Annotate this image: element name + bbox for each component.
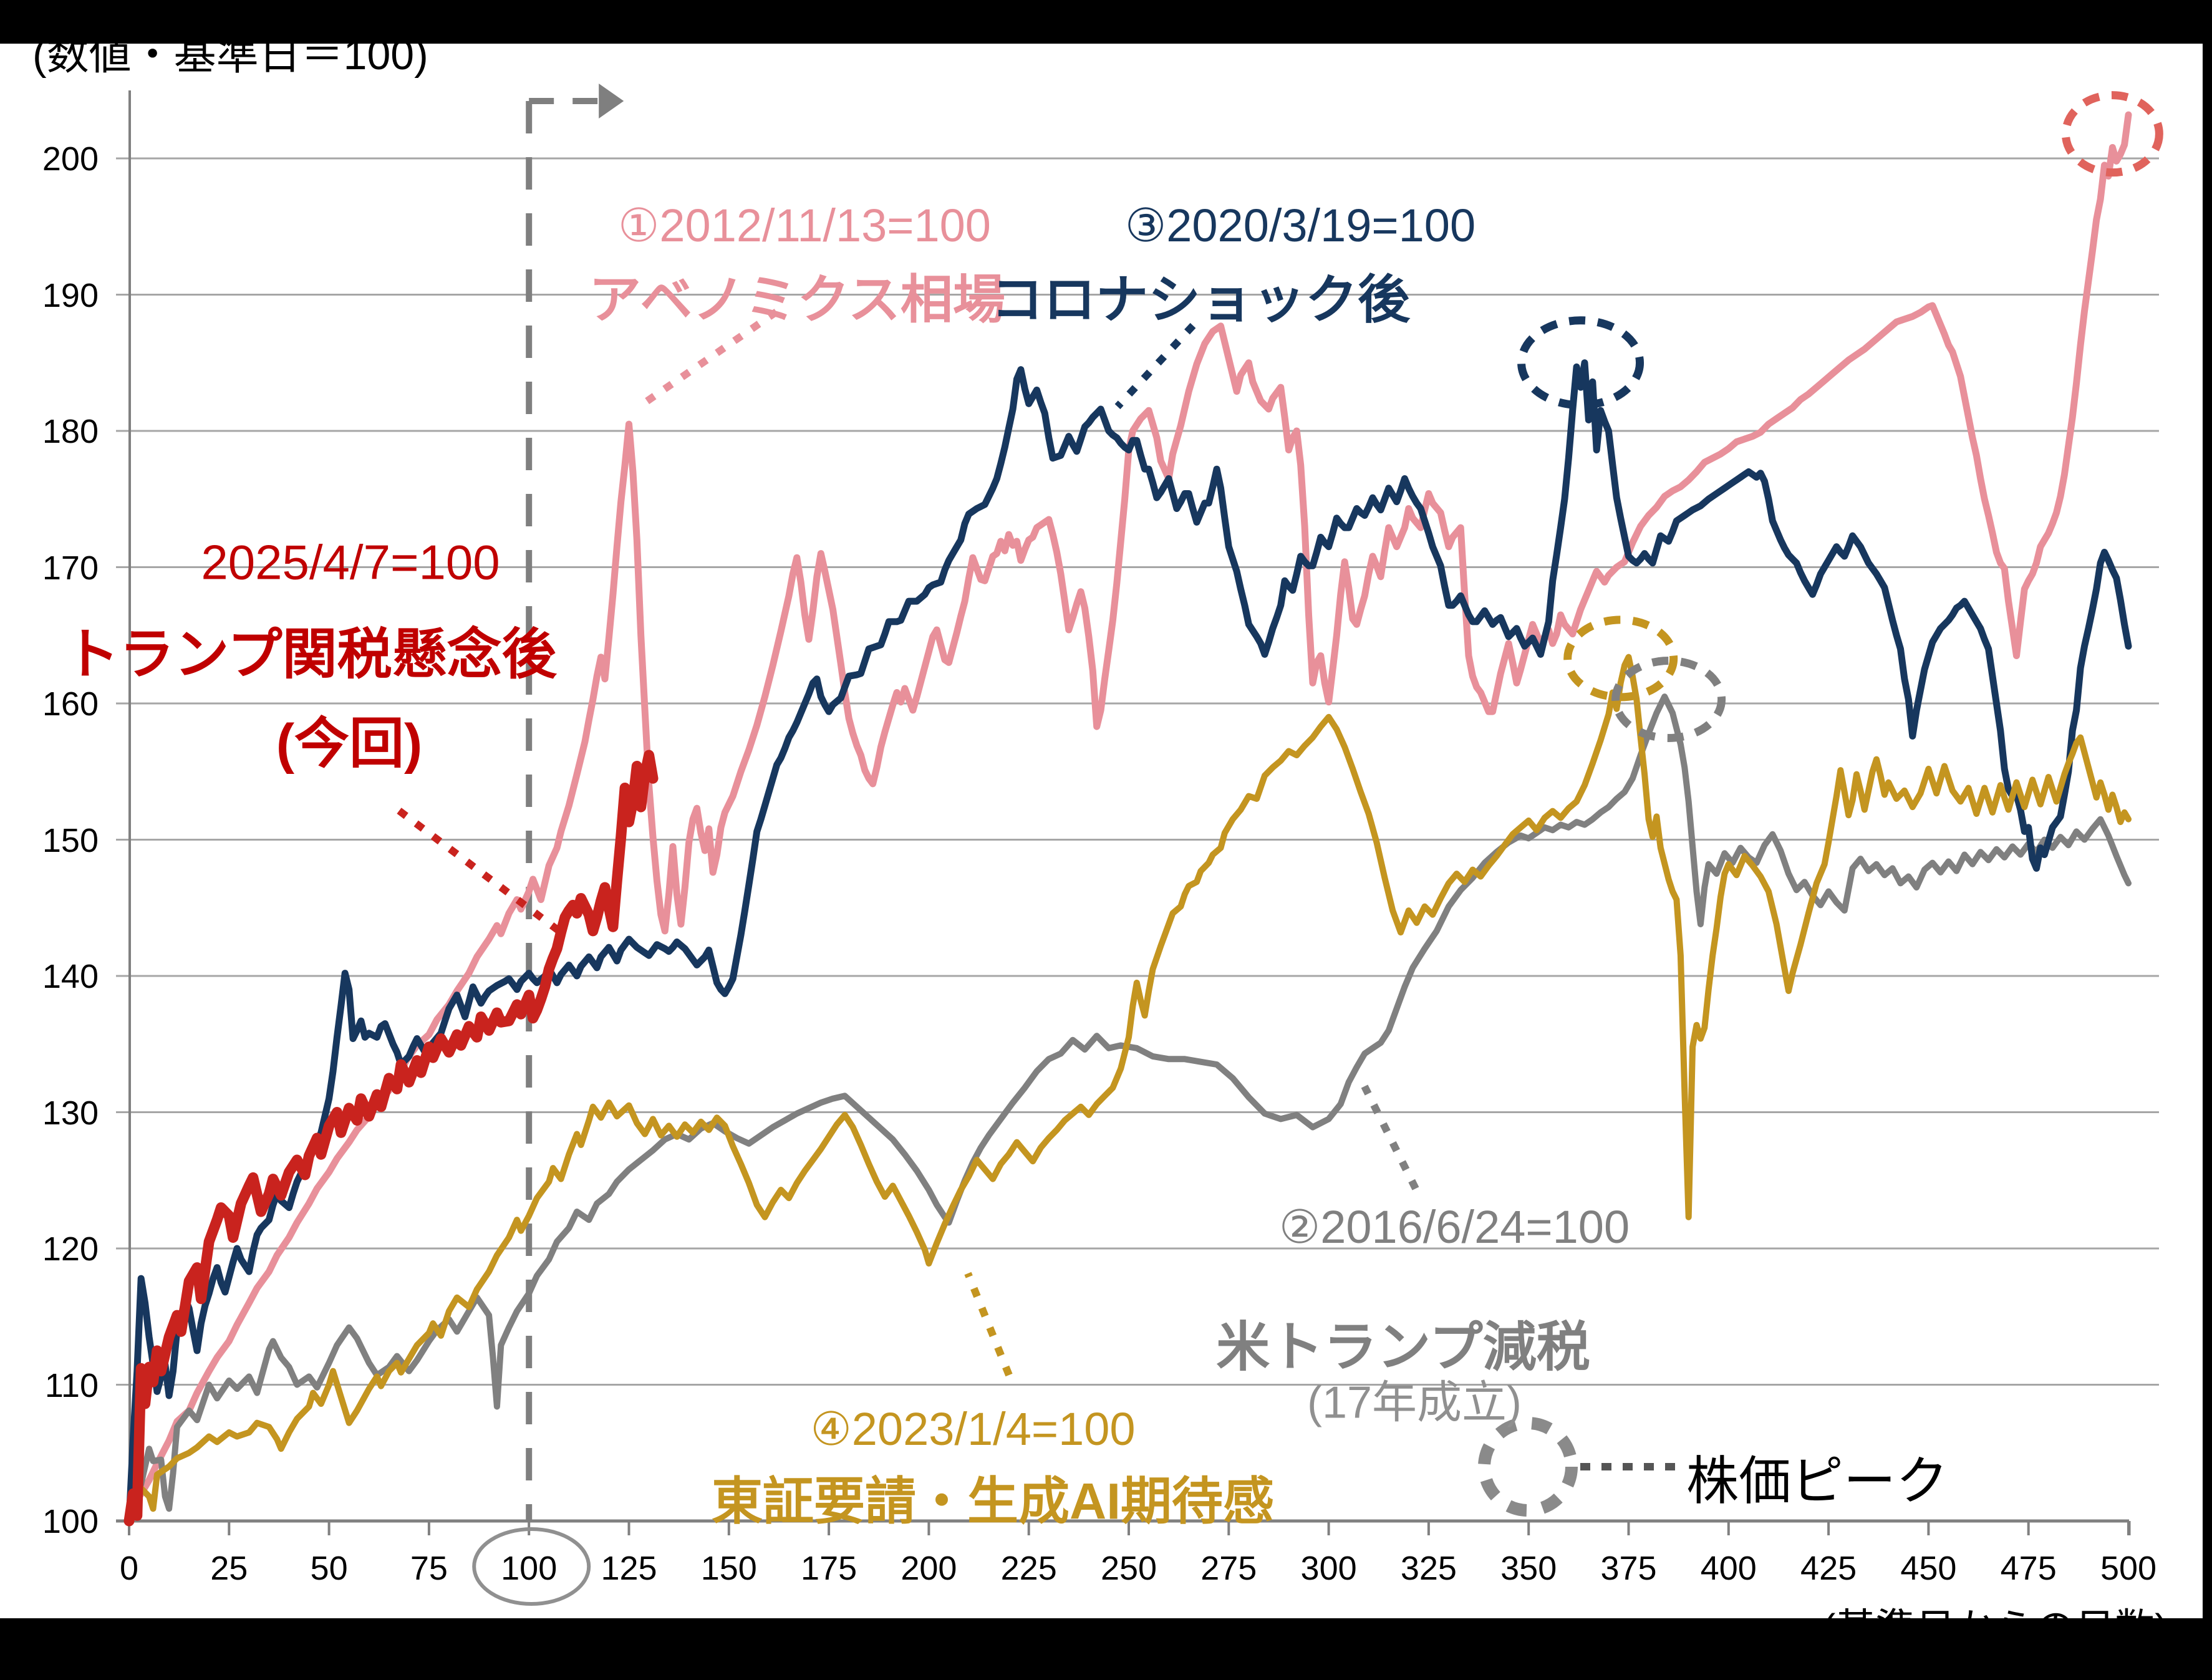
leader-gold	[964, 1272, 1013, 1377]
x-tick-label: 25	[210, 1550, 248, 1587]
y-tick-label: 160	[42, 685, 99, 723]
annotation-corona-date: ③2020/3/19=100	[1124, 200, 1476, 251]
y-tick-label: 170	[42, 549, 99, 587]
circled-100-ellipse	[472, 1527, 591, 1606]
y-tick-label: 130	[42, 1094, 99, 1132]
y-tick-label: 190	[42, 276, 99, 314]
right-black-bar	[2203, 0, 2212, 1680]
x-tick-label: 75	[410, 1550, 448, 1587]
y-tick-label: 200	[42, 140, 99, 178]
annotation-tse-label: 東証要請・生成AI期待感	[711, 1473, 1275, 1530]
y-tick-label: 110	[44, 1366, 99, 1404]
leader-navy	[1114, 322, 1196, 410]
x-tick-label: 450	[1900, 1550, 1957, 1587]
series-line-1	[126, 693, 2132, 1524]
x-tick-label: 425	[1800, 1550, 1857, 1587]
x-tick-label: 475	[2000, 1550, 2057, 1587]
annotation-corona-label: コロナショック後	[990, 270, 1411, 329]
x-tick-label: 500	[2100, 1550, 2157, 1587]
x-tick-label: 275	[1200, 1550, 1257, 1587]
x-tick-label: 300	[1300, 1550, 1357, 1587]
legend-label: 株価ピーク	[1686, 1452, 1949, 1510]
series-line-4	[123, 750, 659, 1527]
annotation-tax-date: ②2016/6/24=100	[1278, 1201, 1630, 1253]
annotation-abenomics-label: アベノミクス相場	[589, 270, 1005, 329]
x-tick-label: 400	[1700, 1550, 1757, 1587]
series-line-0	[125, 111, 2132, 1525]
peak-circle	[1517, 316, 1645, 410]
y-tick-label: 100	[42, 1503, 99, 1540]
annotation-abenomics-date: ①2012/11/13=100	[618, 200, 991, 251]
day100-arrow-head	[599, 84, 624, 118]
y-tick-label: 150	[42, 821, 99, 859]
series-line-2	[125, 359, 2132, 1525]
y-tick-label: 180	[42, 413, 99, 450]
x-tick-label: 350	[1500, 1550, 1557, 1587]
leader-pink	[643, 309, 779, 405]
series-line-3	[126, 654, 2132, 1524]
top-black-bar	[0, 0, 2212, 44]
peak-circle	[1611, 656, 1726, 742]
bottom-black-bar	[0, 1618, 2212, 1680]
x-tick-label: 0	[119, 1550, 139, 1587]
x-tick-label: 150	[700, 1550, 757, 1587]
y-tick-label: 120	[42, 1230, 99, 1268]
x-tick-label: 100	[501, 1550, 558, 1587]
annotation-tariff-label: トランプ関税懸念後	[64, 623, 557, 685]
annotation-tax-label: 米トランプ減税	[1216, 1317, 1590, 1378]
peak-circle	[1563, 616, 1678, 702]
y-tick-label: 140	[42, 958, 99, 995]
annotation-tax-note: (17年成立)	[1306, 1378, 1522, 1428]
x-tick-label: 125	[601, 1550, 657, 1587]
x-tick-label: 225	[1000, 1550, 1057, 1587]
leader-gray	[1361, 1084, 1419, 1190]
peak-circle	[2061, 91, 2163, 177]
x-tick-label: 375	[1600, 1550, 1657, 1587]
legend-peak-circle-icon	[1478, 1417, 1578, 1517]
annotation-tse-date: ④2023/1/4=100	[810, 1403, 1136, 1455]
x-tick-label: 50	[310, 1550, 348, 1587]
x-tick-label: 325	[1400, 1550, 1457, 1587]
annotation-tariff-note: (今回)	[276, 712, 423, 775]
x-tick-label: 250	[1100, 1550, 1157, 1587]
leader-red	[397, 808, 565, 937]
annotation-tariff-date: 2025/4/7=100	[201, 534, 500, 590]
x-tick-label: 175	[801, 1550, 857, 1587]
x-tick-label: 200	[901, 1550, 957, 1587]
